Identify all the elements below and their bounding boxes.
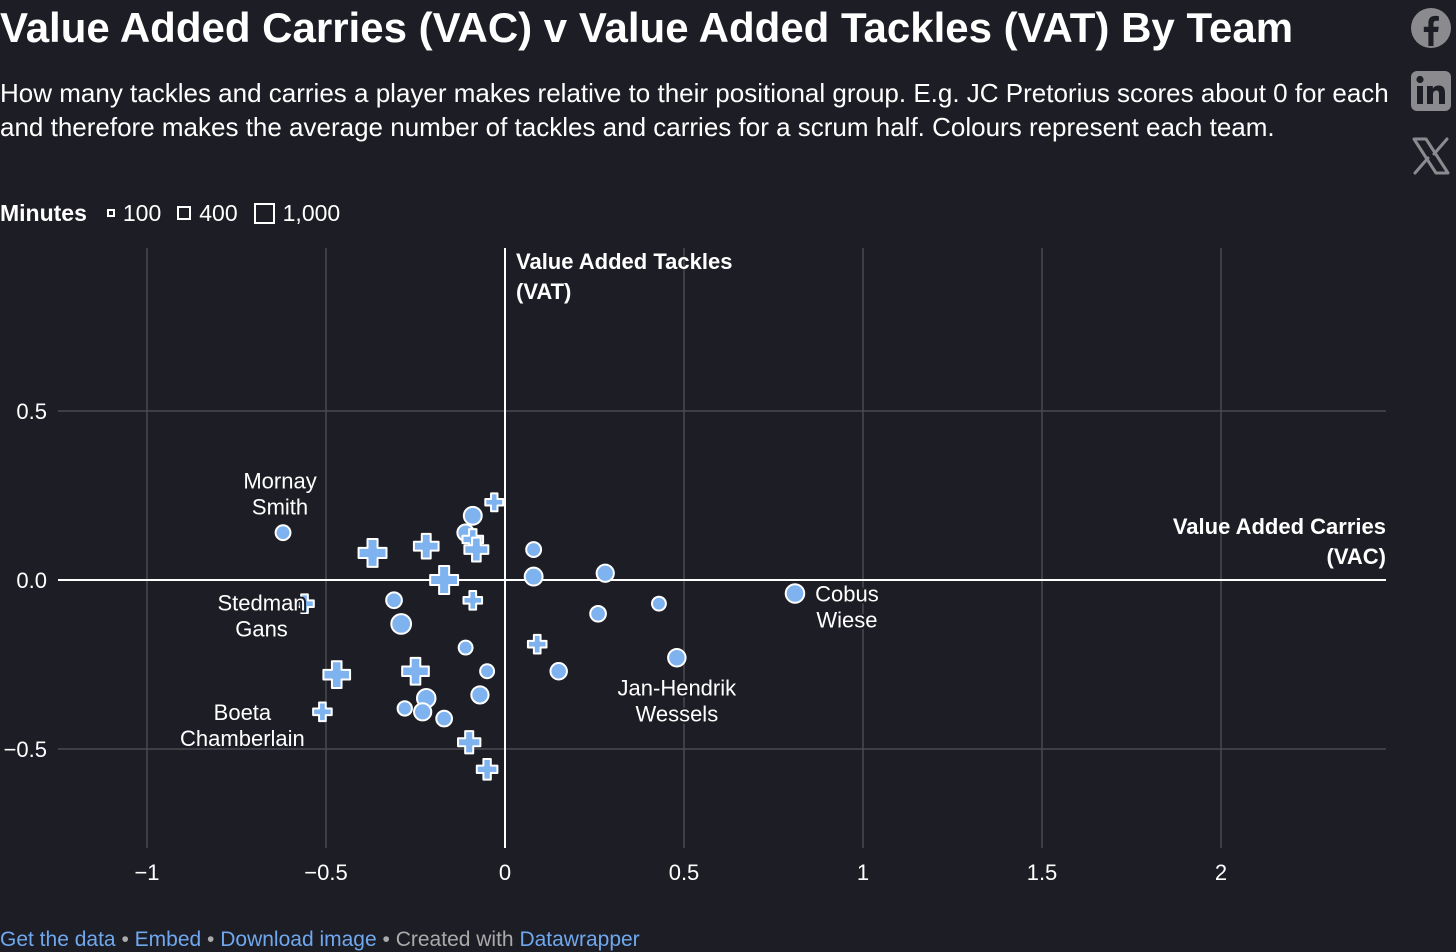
data-point: [463, 536, 490, 563]
data-point: [385, 591, 403, 610]
data-point: [525, 541, 543, 559]
get-data-link[interactable]: Get the data: [0, 928, 116, 951]
data-point: [457, 639, 474, 656]
y-axis-title: Value Added Tackles: [516, 249, 732, 274]
y-tick-label: −0.5: [4, 737, 47, 762]
created-with-text: Created with: [395, 928, 514, 951]
data-point: [435, 709, 453, 728]
y-tick-label: 0.5: [16, 399, 47, 424]
data-point: [526, 633, 548, 655]
data-point: [457, 730, 482, 755]
size-legend: Minutes 100 400 1,000: [0, 198, 356, 228]
data-point: [462, 505, 483, 526]
y-tick-label: 0.0: [16, 568, 47, 593]
point-label: Wiese: [816, 608, 877, 633]
data-point: [589, 604, 607, 623]
x-tick-label: −1: [134, 860, 159, 885]
data-point: [413, 702, 433, 722]
data-point: [412, 532, 440, 560]
legend-label-small: 100: [122, 199, 162, 226]
data-point: [357, 538, 388, 568]
data-point: [484, 492, 505, 513]
chart-subtitle: How many tackles and carries a player ma…: [0, 78, 1389, 142]
data-point: [429, 565, 460, 595]
linkedin-icon[interactable]: [1408, 68, 1454, 114]
point-label: Wessels: [635, 702, 718, 727]
datawrapper-link[interactable]: Datawrapper: [519, 928, 640, 951]
x-tick-label: 1: [857, 860, 869, 885]
point-label: Boeta: [214, 700, 272, 725]
legend-item-small: 100: [106, 199, 162, 227]
data-point: [462, 589, 484, 611]
scatter-chart: −1 −0.5 0 0.5 1 1.5 2 0.5 0.0 −0.5 Value Added Tac…: [4, 248, 1386, 885]
footer: Get the data • Embed • Download image • …: [0, 928, 640, 952]
data-point: [401, 656, 430, 686]
point-label: Stedman: [217, 591, 305, 616]
data-point: [294, 593, 315, 614]
x-tick-label: −0.5: [304, 860, 347, 885]
embed-link[interactable]: Embed: [134, 928, 202, 951]
data-point: [396, 700, 413, 717]
x-axis-title: (VAC): [1327, 544, 1386, 569]
x-tick-label: 2: [1215, 860, 1227, 885]
data-point: [595, 563, 615, 583]
legend-square-small: [106, 209, 115, 217]
y-axis-title: (VAT): [516, 279, 571, 304]
data-point: [390, 613, 413, 635]
point-label: Mornay: [243, 469, 316, 494]
data-point: [650, 595, 667, 612]
legend-item-large: 1,000: [253, 199, 341, 227]
legend-item-medium: 400: [177, 199, 238, 227]
legend-label-medium: 400: [199, 199, 238, 226]
data-point: [312, 701, 333, 723]
legend-square-medium: [177, 206, 192, 220]
data-point: [549, 662, 568, 681]
point-label: Gans: [235, 617, 288, 642]
legend-square-large: [253, 202, 275, 224]
footer-separator: •: [382, 928, 390, 951]
x-axis-title: Value Added Carries: [1173, 514, 1386, 539]
x-tick-label: 0.5: [669, 860, 700, 885]
x-tick-label: 1.5: [1027, 860, 1058, 885]
chart-title: Value Added Carries (VAC) v Value Added …: [0, 4, 1294, 51]
footer-separator: •: [121, 928, 129, 951]
facebook-icon[interactable]: [1408, 5, 1454, 51]
data-point: [322, 660, 352, 689]
data-point: [479, 663, 496, 680]
x-icon[interactable]: [1408, 133, 1454, 179]
download-image-link[interactable]: Download image: [220, 928, 377, 951]
data-point: [667, 648, 687, 668]
data-point: [784, 583, 806, 604]
footer-separator: •: [207, 928, 215, 951]
legend-title: Minutes: [0, 199, 87, 226]
data-point: [274, 524, 292, 542]
point-label: Cobus: [815, 582, 879, 607]
point-label: Jan-Hendrik: [618, 676, 738, 701]
data-point: [523, 566, 544, 587]
x-tick-label: 0: [499, 860, 511, 885]
data-point: [470, 685, 490, 705]
legend-label-large: 1,000: [282, 199, 341, 226]
point-label: Smith: [252, 495, 308, 520]
data-point: [475, 757, 499, 781]
point-label: Chamberlain: [180, 726, 305, 751]
